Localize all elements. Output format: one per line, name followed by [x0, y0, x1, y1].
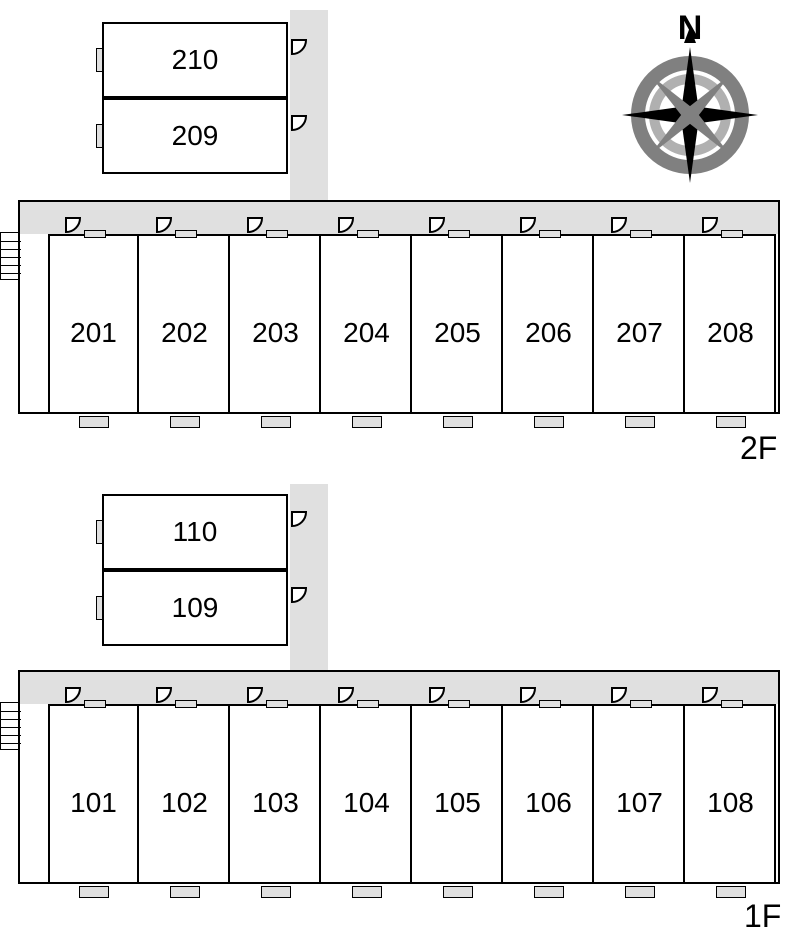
unit-label: 207: [616, 317, 663, 349]
unit-label: 205: [434, 317, 481, 349]
floor-label: 2F: [740, 430, 777, 467]
unit-label: 101: [70, 787, 117, 819]
stairs-icon: [0, 702, 20, 750]
floor-plan-canvas: N 210 209 201 202 203 204 205 206 207 208 2F 110 109 1…: [0, 0, 800, 942]
unit-label: 201: [70, 317, 117, 349]
unit-label: 203: [252, 317, 299, 349]
unit-label: 106: [525, 787, 572, 819]
unit-label: 204: [343, 317, 390, 349]
unit-label: 210: [172, 44, 219, 76]
unit-label: 109: [172, 592, 219, 624]
unit-label: 209: [172, 120, 219, 152]
unit-label: 105: [434, 787, 481, 819]
unit-label: 103: [252, 787, 299, 819]
unit-label: 206: [525, 317, 572, 349]
stairs-icon: [0, 232, 20, 280]
unit-label: 110: [173, 516, 218, 548]
floor-label: 1F: [744, 898, 781, 935]
unit-label: 208: [707, 317, 754, 349]
compass-north-label: N: [678, 9, 703, 48]
unit-label: 108: [707, 787, 754, 819]
unit-label: 102: [161, 787, 208, 819]
unit-label: 107: [616, 787, 663, 819]
unit-label: 104: [343, 787, 390, 819]
unit-label: 202: [161, 317, 208, 349]
